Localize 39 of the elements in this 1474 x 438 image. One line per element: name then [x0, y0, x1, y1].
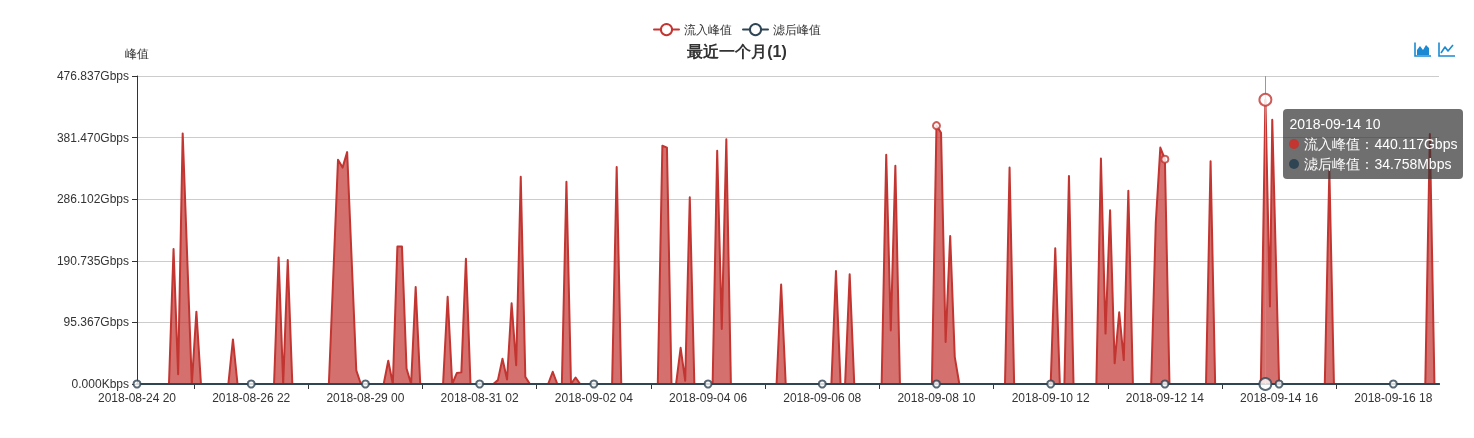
legend-label: 滤后峰值: [773, 22, 821, 37]
y-tick-label: 286.102Gbps: [56, 192, 129, 207]
x-tick-label: 2018-09-02 04: [554, 391, 634, 405]
x-tick-label: 2018-09-14 16: [1240, 391, 1319, 405]
y-tick-label: 381.470Gbps: [56, 130, 129, 145]
point: [475, 379, 485, 389]
x-tick-label: 2018-09-16 18: [1354, 391, 1433, 405]
y-tick-label: 95.367Gbps: [63, 315, 129, 330]
annotation: 滤后峰值：34.758Mbps: [1304, 155, 1452, 174]
y-tick-label: 476.837Gbps: [56, 69, 129, 83]
annotation: 流入峰值：440.117Gbps: [1304, 135, 1458, 154]
point: [817, 379, 827, 389]
x-tick-label: 2018-09-08 10: [897, 391, 976, 405]
point: [360, 379, 370, 389]
x-tick-label: 2018-08-29 00: [326, 391, 405, 405]
x-tick-label: 2018-08-24 20: [97, 391, 177, 405]
point: [1274, 379, 1284, 389]
y-tick-label: 0.000Kbps: [71, 377, 129, 391]
point: [931, 379, 941, 389]
x-tick-label: 2018-08-26 22: [212, 391, 291, 405]
y-tick-label: 190.735Gbps: [56, 253, 129, 268]
annotation: 2018-09-14 10: [1289, 115, 1381, 134]
x-tick-label: 2018-09-12 14: [1125, 391, 1205, 405]
point: [1160, 379, 1170, 389]
legend-label: 流入峰值: [684, 22, 732, 37]
chart-title: 最近一个月(1): [686, 42, 787, 60]
point: [931, 121, 941, 131]
x-tick-label: 2018-08-31 02: [440, 391, 519, 405]
point: [1046, 379, 1056, 389]
point: [1160, 154, 1170, 164]
point: [703, 379, 713, 389]
x-tick-label: 2018-09-06 08: [783, 391, 862, 405]
point: [1388, 379, 1398, 389]
tooltip-panel: 2018-09-14 10 流入峰值：440.117Gbps 滤后峰值：34.758Mbps: [1283, 109, 1464, 179]
y-axis-title: 峰值: [125, 47, 149, 61]
point: [589, 379, 599, 389]
x-tick-label: 2018-09-10 12: [1011, 391, 1091, 405]
x-tick-label: 2018-09-04 06: [669, 391, 748, 405]
point: [246, 379, 256, 389]
